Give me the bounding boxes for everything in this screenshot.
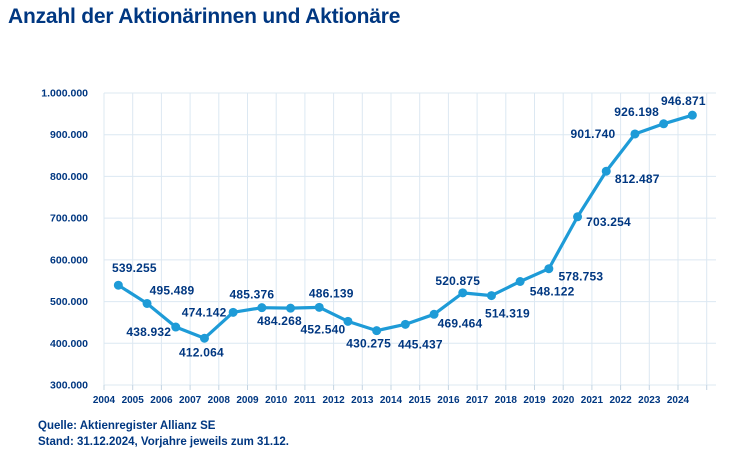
data-label: 469.464 [438,316,483,330]
data-label: 514.319 [485,307,530,321]
x-axis-ticks [103,385,708,390]
x-tick-label: 2012 [322,395,345,406]
data-label: 412.064 [179,345,224,359]
y-tick-label: 400.000 [50,338,88,350]
source-line: Quelle: Aktienregister Allianz SE [38,420,216,432]
x-tick-label: 2020 [552,395,575,406]
data-label: 452.540 [301,322,346,336]
y-tick-label: 700.000 [50,213,88,225]
gridlines [103,92,716,386]
data-point [486,291,496,301]
x-tick-label: 2023 [638,395,661,406]
data-label: 486.139 [309,286,354,300]
data-label: 946.871 [661,94,706,108]
data-point [659,119,669,129]
data-point [601,166,611,176]
data-point [142,298,152,308]
data-label: 485.376 [229,288,274,302]
data-label: 438.932 [126,325,171,339]
data-label: 445.437 [398,337,443,351]
chart-title: Anzahl der Aktionärinnen und Aktionäre [8,5,401,28]
y-axis-labels: 300.000 400.000 500.000 600.000 700.000 800.0… [41,88,88,392]
x-tick-label: 2019 [523,395,546,406]
data-label: 474.142 [182,305,227,319]
data-point [228,307,238,317]
x-tick-label: 2009 [236,395,259,406]
data-point [515,276,525,286]
y-tick-label: 300.000 [50,380,88,392]
x-tick-label: 2006 [150,395,173,406]
x-tick-label: 2022 [609,395,632,406]
data-labels: 539.255 495.489 438.932 412.064 474.142485.3… [112,94,706,359]
y-tick-label: 500.000 [50,296,88,308]
data-points [113,110,697,343]
data-label: 430.275 [346,337,391,351]
x-axis-labels: 2004 2005 2006 2007 2008 2009 2010 2011 2012 2013… [93,395,690,406]
y-tick-label: 1.000.000 [41,88,88,100]
data-label: 520.875 [435,274,480,288]
data-point [573,212,583,222]
source-note: Quelle: Aktienregister Allianz SE Stand:… [38,419,289,450]
data-point [257,303,267,313]
x-tick-label: 2024 [667,395,690,406]
x-tick-label: 2004 [93,395,116,406]
data-point [314,302,324,312]
x-tick-label: 2017 [466,395,489,406]
data-point [458,288,468,298]
data-point [630,129,640,139]
data-label: 901.740 [571,127,616,141]
x-tick-label: 2016 [437,395,460,406]
data-point [286,303,296,313]
data-label: 484.268 [257,314,302,328]
data-point [343,316,353,326]
x-tick-label: 2013 [351,395,374,406]
x-tick-label: 2007 [179,395,202,406]
data-label: 703.254 [586,215,631,229]
x-tick-label: 2008 [208,395,231,406]
data-label: 578.753 [558,270,603,284]
x-tick-label: 2018 [495,395,518,406]
data-label: 539.255 [112,261,157,275]
data-label: 495.489 [150,283,195,297]
x-tick-label: 2021 [581,395,604,406]
date-line: Stand: 31.12.2024, Vorjahre jeweils zum … [38,435,289,448]
data-point [113,280,123,290]
data-label: 812.487 [615,172,660,186]
y-tick-label: 800.000 [50,171,88,183]
data-point [199,333,209,343]
y-tick-label: 600.000 [50,254,88,266]
x-tick-label: 2014 [380,395,403,406]
data-label: 548.122 [530,284,575,298]
y-tick-label: 900.000 [50,129,88,141]
data-point [372,326,382,336]
data-point [429,309,439,319]
x-tick-label: 2010 [265,395,288,406]
data-label: 926.198 [614,105,659,119]
data-point [400,319,410,329]
data-point [544,264,554,274]
x-tick-label: 2005 [122,395,145,406]
data-point [687,110,697,120]
x-tick-label: 2015 [409,395,432,406]
x-tick-label: 2011 [294,395,316,406]
data-point [171,322,181,332]
